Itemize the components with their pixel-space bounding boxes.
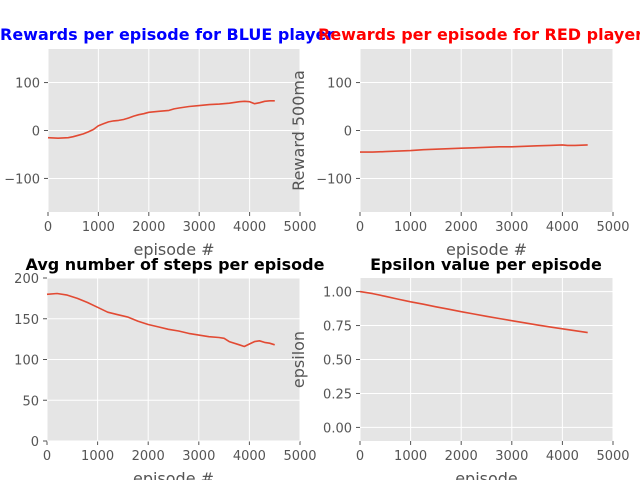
x-tick-label: 1000 (82, 220, 115, 235)
x-tick-label: 2000 (132, 220, 165, 235)
chart-title: Epsilon value per episode (370, 255, 602, 274)
chart-title: Rewards per episode for RED player (318, 25, 640, 44)
y-tick-label: 0.00 (323, 421, 352, 436)
series-line-1 (359, 290, 588, 334)
x-tick-label: 4000 (546, 220, 579, 235)
y-axis-label: Reward 500ma (289, 70, 308, 191)
x-tick-label: 1000 (81, 449, 114, 464)
x-tick-label: 0 (356, 449, 364, 464)
y-tick-label: 0 (31, 435, 39, 450)
y-tick-label: −100 (316, 172, 352, 187)
x-axis-label: episode (455, 469, 518, 480)
x-tick-label: 0 (356, 220, 364, 235)
x-tick-label: 4000 (233, 220, 266, 235)
chart-title: Rewards per episode for BLUE player (0, 25, 334, 44)
x-tick-label: 5000 (596, 220, 629, 235)
x-axis-label: episode # (133, 240, 214, 259)
x-tick-label: 3000 (495, 449, 528, 464)
x-tick-label: 4000 (546, 449, 579, 464)
y-tick-label: 0.25 (323, 387, 352, 402)
x-axis-label: episode # (446, 240, 527, 259)
y-tick-label: 50 (22, 394, 39, 409)
x-tick-label: 5000 (283, 220, 316, 235)
y-tick-label: 1.00 (323, 286, 352, 301)
chart-4: 0 1000 2000 3000 4000 5000 0.00 0.25 0.50 0.75 1.0… (289, 255, 630, 480)
series-line-1 (360, 144, 588, 153)
y-tick-label: 100 (327, 77, 352, 92)
chart-1: 0 1000 2000 3000 4000 5000 −100 0 100 episode # Re… (0, 25, 334, 259)
x-tick-label: 0 (43, 449, 51, 464)
x-tick-label: 1000 (394, 449, 427, 464)
x-axis-label: episode # (133, 469, 214, 480)
x-tick-label: 2000 (445, 220, 478, 235)
y-tick-label: 150 (14, 313, 39, 328)
x-tick-label: 5000 (283, 449, 316, 464)
x-tick-label: 4000 (233, 449, 266, 464)
y-tick-label: 0 (32, 125, 40, 140)
chart-title: Avg number of steps per episode (26, 255, 325, 274)
y-tick-label: 0.50 (323, 354, 352, 369)
x-tick-label: 1000 (394, 220, 427, 235)
x-tick-label: 2000 (132, 449, 165, 464)
chart-3: 0 1000 2000 3000 4000 5000 0 50 100 150 200 episode… (14, 255, 324, 480)
x-tick-label: 3000 (495, 220, 528, 235)
x-tick-label: 5000 (596, 449, 629, 464)
y-tick-label: 200 (14, 272, 39, 287)
series-line-1 (47, 100, 275, 139)
y-tick-label: −100 (4, 172, 40, 187)
x-tick-label: 3000 (182, 449, 215, 464)
series-line-1 (46, 292, 275, 348)
y-tick-label: 0.75 (323, 320, 352, 335)
y-tick-label: 0 (344, 125, 352, 140)
x-tick-label: 0 (44, 220, 52, 235)
x-tick-label: 2000 (445, 449, 478, 464)
y-axis-label: epsilon (289, 331, 308, 388)
chart-2: 0 1000 2000 3000 4000 5000 −100 0 100 episode # Re… (289, 25, 640, 259)
y-tick-label: 100 (15, 77, 40, 92)
x-tick-label: 3000 (183, 220, 216, 235)
y-tick-label: 100 (14, 354, 39, 369)
